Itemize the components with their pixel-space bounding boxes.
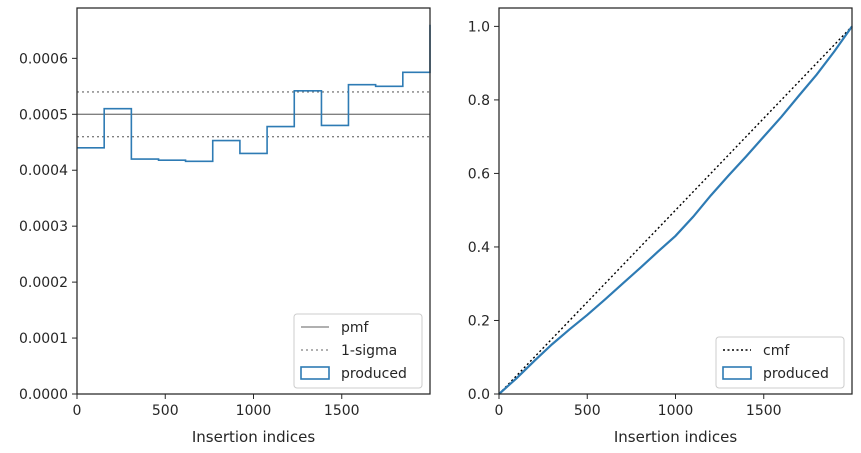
- right-y-tick-label: 0.0: [468, 387, 490, 403]
- produced-point: [745, 155, 747, 158]
- left-axes: 0 500 1000 1500 0.0000 0.0001 0.0002 0.0003 0.00…: [19, 7, 431, 419]
- left-y-tick-label: 0.0001: [19, 331, 68, 347]
- left-x-tick-label: 0: [73, 403, 82, 419]
- right-x-tick-label: 0: [495, 403, 504, 419]
- produced-point: [763, 136, 765, 138]
- pmf-histogram-panel: 0 500 1000 1500 0.0000 0.0001 0.0002 0.0003 0.00…: [19, 7, 431, 446]
- legend-1-sigma-label: 1-sigma: [341, 343, 397, 359]
- right-x-tick-label: 500: [574, 403, 601, 419]
- left-x-axis-label: Insertion indices: [192, 428, 315, 446]
- legend-pmf-label: pmf: [341, 320, 370, 336]
- left-plot-area: [77, 24, 431, 163]
- produced-point: [569, 328, 571, 330]
- cmf-panel: 0 500 1000 1500 0.0 0.2 0.4 0.6 0.8 1.0 Insertion…: [468, 7, 853, 446]
- produced-point: [798, 94, 800, 97]
- right-x-tick-label: 1500: [746, 403, 782, 419]
- produced-point: [727, 175, 730, 177]
- right-y-tick-label: 0.8: [468, 93, 490, 109]
- produced-point: [833, 50, 835, 52]
- right-y-tick-label: 0.4: [468, 240, 490, 256]
- left-x-tick-label: 1000: [236, 403, 272, 419]
- produced-point: [674, 235, 677, 237]
- left-y-tick-label: 0.0000: [19, 387, 68, 403]
- right-legend: cmf produced: [715, 336, 845, 389]
- right-legend-box: [715, 336, 845, 389]
- right-y-tick-label: 1.0: [468, 19, 490, 35]
- produced-point: [586, 314, 588, 316]
- produced-point: [621, 283, 624, 285]
- legend-produced-label: produced: [763, 366, 829, 382]
- right-y-tick-label: 0.2: [468, 313, 490, 329]
- left-y-tick-label: 0.0003: [19, 219, 68, 235]
- left-y-tick-label: 0.0005: [19, 107, 68, 123]
- left-y-tick-label: 0.0002: [19, 275, 68, 291]
- produced-point: [551, 343, 553, 345]
- left-legend-box: [293, 313, 423, 389]
- legend-produced-handle: [300, 366, 330, 380]
- left-y-tick-label: 0.0004: [19, 163, 68, 179]
- produced-point: [516, 377, 518, 379]
- produced-point: [692, 216, 694, 218]
- legend-cmf-label: cmf: [763, 343, 790, 359]
- produced-point: [639, 267, 641, 269]
- left-y-tick-label: 0.0006: [19, 51, 68, 67]
- produced-point: [604, 298, 606, 301]
- cmf-line: [498, 25, 853, 395]
- right-axes: 0 500 1000 1500 0.0 0.2 0.4 0.6 0.8 1.0: [468, 7, 853, 419]
- produced-point: [816, 73, 818, 76]
- right-x-tick-label: 1000: [658, 403, 694, 419]
- left-x-tick-label: 500: [152, 403, 179, 419]
- right-y-tick-label: 0.6: [468, 166, 490, 182]
- produced-point: [657, 251, 659, 253]
- legend-produced-handle: [722, 366, 752, 380]
- produced-point: [710, 194, 712, 197]
- right-x-axis-label: Insertion indices: [614, 428, 737, 446]
- produced-histogram-step: [77, 24, 431, 163]
- legend-produced-label: produced: [341, 366, 407, 382]
- produced-point: [780, 116, 783, 118]
- produced-point: [533, 360, 535, 362]
- left-legend: pmf 1-sigma produced: [293, 313, 423, 389]
- left-x-tick-label: 1500: [324, 403, 360, 419]
- right-frame: [498, 7, 853, 395]
